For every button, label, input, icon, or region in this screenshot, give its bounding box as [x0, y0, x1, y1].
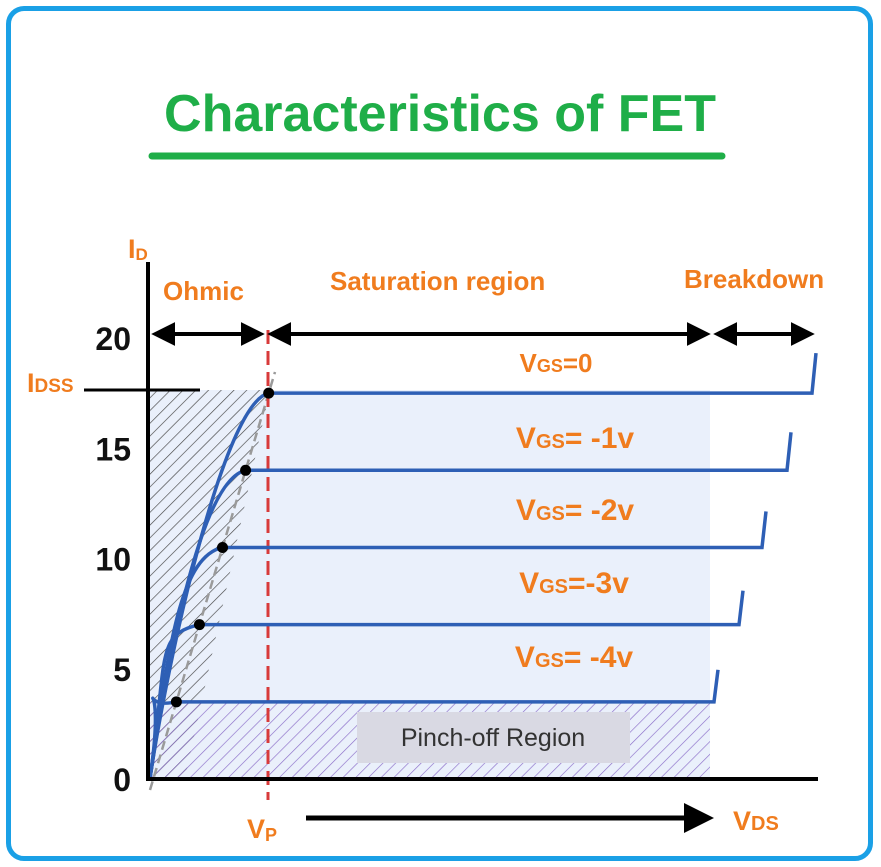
x-axis-label: VDS — [733, 806, 779, 836]
breakdown-label: Breakdown — [684, 264, 824, 294]
pinch-off-point — [263, 387, 275, 399]
y-tick-label: 15 — [95, 431, 131, 467]
series-label: VGS=0 — [519, 348, 592, 378]
pinch-off-point — [217, 541, 229, 553]
pinch-off-label: Pinch-off Region — [401, 724, 585, 752]
ohmic-label: Ohmic — [163, 276, 244, 306]
pinch-off-label-box — [357, 712, 630, 763]
pinch-off-point — [170, 696, 182, 708]
y-tick-label: 0 — [113, 762, 131, 798]
vp-label: VP — [247, 814, 277, 845]
y-tick-label: 5 — [113, 652, 131, 688]
series-label: VGS= -4v — [515, 641, 633, 674]
series-label: VGS= -1v — [516, 422, 634, 455]
chart-title: Characteristics of FET — [164, 85, 716, 143]
y-tick-label: 10 — [95, 542, 131, 578]
y-axis-label: ID — [128, 234, 148, 264]
saturation-label: Saturation region — [330, 266, 545, 296]
pinch-off-point — [193, 619, 205, 631]
y-tick-label: 20 — [95, 321, 131, 357]
pinch-off-locus — [148, 371, 277, 791]
idss-label: IDSS — [27, 368, 74, 398]
pinch-off-point — [240, 464, 252, 476]
series-label: VGS=-3v — [519, 567, 629, 600]
series-label: VGS= -2v — [516, 494, 634, 527]
